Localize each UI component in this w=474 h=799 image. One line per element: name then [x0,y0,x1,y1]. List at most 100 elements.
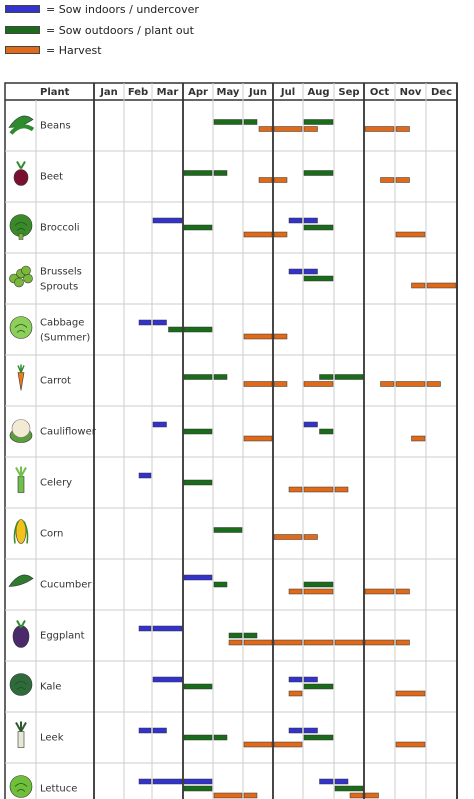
bar-indoor [183,574,213,581]
tick-label-oct: Oct [370,87,389,98]
bar-outdoor [213,581,228,588]
bar-indoor [303,217,318,224]
bar-harvest [243,435,273,442]
bar-harvest [273,534,303,540]
bar-indoor [152,676,183,683]
cucumber-icon [8,574,34,587]
bar-outdoor [243,632,258,639]
bar-harvest [243,381,273,387]
celery-icon [15,466,27,493]
bar-harvest [273,231,288,238]
legend-swatch-outdoor [5,26,40,34]
bar-indoor [152,778,183,785]
plant-label: Corn [40,529,63,540]
bar-outdoor [303,581,334,588]
bar-indoor [288,268,303,275]
bar-outdoor [183,785,213,792]
bar-harvest [395,741,426,748]
bar-harvest [334,639,364,646]
bar-outdoor [213,527,243,533]
plant-label: Carrot [40,376,71,387]
bar-harvest [273,381,288,387]
header-plant: Plant [40,87,70,98]
bar-outdoor [183,224,213,231]
bar-outdoor [183,734,213,741]
bar-harvest [273,177,288,183]
legend-item-sow-outdoors: = Sow outdoors / plant out [5,21,194,39]
tick-label-jul: Jul [280,87,295,98]
bar-harvest [303,639,334,646]
bar-outdoor [213,170,228,176]
bar-indoor [152,217,183,224]
bar-indoor [288,676,303,683]
tick-label-mar: Mar [157,87,179,98]
bar-indoor [138,319,152,326]
bar-harvest [395,588,410,595]
bar-outdoor [183,683,213,690]
bar-outdoor [183,326,213,333]
bar-indoor [334,778,349,785]
bar-outdoor [183,374,213,380]
plant-label: Brussels Sprouts [40,267,82,293]
bar-harvest [426,282,457,289]
plant-label: Beans [40,121,71,132]
tick-label-apr: Apr [188,87,208,98]
bar-harvest [303,126,318,132]
bar-outdoor [303,683,334,690]
tick-label-nov: Nov [400,87,422,98]
plant-label: Cucumber [40,580,92,591]
bar-harvest [426,381,441,387]
bar-indoor [138,625,152,632]
bar-outdoor [183,479,213,486]
plant-label: Cauliflower [40,427,97,438]
bar-indoor [288,727,303,734]
bar-harvest [395,690,426,697]
bar-harvest [303,588,334,595]
bar-outdoor [303,119,334,125]
bar-harvest [303,534,318,540]
bar-outdoor [303,170,334,176]
bar-indoor [319,778,334,785]
legend-item-harvest: = Harvest [5,41,102,59]
bar-outdoor [319,374,334,380]
beet-icon [13,161,29,186]
bar-harvest [228,639,243,646]
legend-label: = Harvest [46,43,102,57]
bar-indoor [152,319,167,326]
bar-harvest [364,588,395,595]
bar-harvest [395,381,426,387]
lettuce-icon [9,775,33,798]
legend-swatch-harvest [5,46,40,54]
bar-outdoor [183,428,213,435]
tick-label-feb: Feb [128,87,148,98]
bar-harvest [243,639,273,646]
tick-label-may: May [217,87,240,98]
plant-label: Broccoli [40,223,80,234]
bar-harvest [364,792,379,799]
bar-harvest [243,333,273,340]
bar-outdoor [334,374,364,380]
bar-indoor [303,268,318,275]
bar-outdoor [213,119,243,125]
carrot-icon [17,364,25,391]
bar-harvest [380,381,395,387]
broccoli-icon [9,214,33,240]
brussels-sprouts-icon [9,265,33,288]
cauliflower-icon [9,419,33,443]
bar-outdoor [303,275,334,282]
cabbage-icon [9,316,33,339]
bar-harvest [334,486,349,493]
bar-harvest [213,792,243,799]
kale-icon [9,673,33,696]
bar-harvest [349,792,364,799]
bar-outdoor [334,785,364,792]
bar-outdoor [243,119,258,125]
bar-harvest [380,177,395,183]
tick-label-aug: Aug [307,87,329,98]
bar-outdoor [303,734,334,741]
bar-outdoor [303,224,334,231]
bar-harvest [258,126,273,132]
bar-indoor [303,676,318,683]
bar-outdoor [213,734,228,741]
bar-harvest [243,792,258,799]
